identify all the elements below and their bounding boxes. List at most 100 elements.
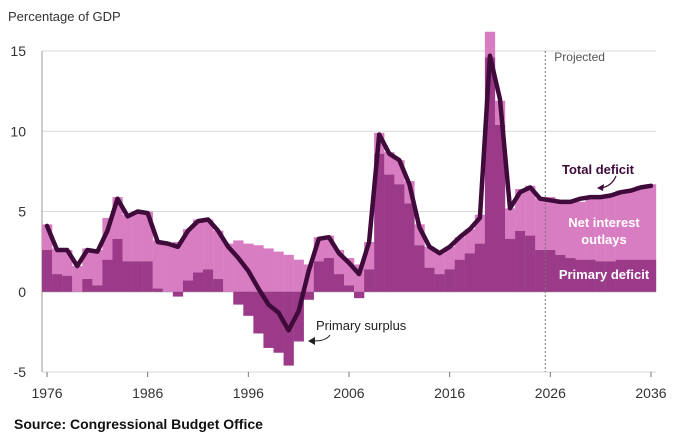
primary-balance-bar — [364, 269, 375, 292]
net-interest-bar — [635, 185, 647, 260]
primary-balance-bar — [384, 174, 395, 292]
net-interest-bar — [102, 217, 113, 260]
primary-balance-bar — [595, 261, 606, 292]
net-interest-bar — [223, 243, 234, 292]
primary-balance-bar — [585, 259, 596, 292]
primary-balance-bar — [444, 269, 455, 292]
primary-balance-bar — [263, 291, 274, 348]
primary-balance-bar — [92, 285, 103, 292]
primary-balance-bar — [454, 259, 465, 292]
net-interest-bar — [605, 195, 616, 262]
primary-balance-bar — [625, 259, 637, 292]
primary-balance-bar — [515, 230, 526, 292]
net-interest-label-line2: outlays — [581, 232, 627, 247]
primary-balance-bar — [434, 274, 445, 292]
net-interest-bar — [364, 241, 375, 270]
primary-balance-bar — [494, 124, 506, 292]
y-axis-label: Percentage of GDP — [8, 9, 121, 24]
net-interest-bar — [162, 243, 174, 292]
primary-balance-bar — [525, 235, 536, 292]
net-interest-bar — [555, 200, 566, 255]
primary-balance-bar — [192, 272, 204, 292]
net-interest-bar — [192, 219, 204, 273]
net-interest-bar — [585, 198, 596, 260]
net-interest-bar — [253, 245, 264, 292]
net-interest-bar — [283, 254, 294, 292]
net-interest-bar — [112, 197, 123, 239]
bars-group — [42, 31, 657, 366]
net-interest-bar — [515, 189, 526, 231]
net-interest-bar — [213, 230, 224, 279]
net-interest-bar — [142, 211, 153, 262]
net-interest-bar — [464, 229, 476, 254]
primary-balance-bar — [82, 278, 93, 292]
primary-balance-bar — [605, 261, 616, 292]
y-tick-label: 15 — [10, 43, 26, 59]
x-tick-label: 1976 — [31, 385, 62, 401]
primary-surplus-label: Primary surplus — [316, 318, 407, 333]
net-interest-bar — [152, 240, 163, 289]
net-interest-bar — [273, 251, 284, 292]
net-interest-label-line1: Net interest — [568, 215, 640, 230]
net-interest-bar — [645, 184, 657, 260]
primary-balance-bar — [635, 259, 647, 292]
net-interest-bar — [323, 235, 335, 259]
net-interest-bar — [394, 160, 405, 185]
primary-balance-bar — [213, 278, 224, 292]
x-tick-label: 1996 — [233, 385, 264, 401]
net-interest-bar — [444, 246, 455, 270]
primary-surplus-arrow — [313, 334, 331, 342]
net-interest-bar — [172, 241, 184, 292]
net-interest-bar — [263, 248, 274, 292]
net-interest-bar — [72, 266, 83, 292]
net-interest-bar — [203, 219, 214, 270]
projected-label: Projected — [554, 50, 605, 64]
net-interest-bar — [625, 189, 637, 260]
net-interest-bar — [545, 197, 556, 251]
total-deficit-label: Total deficit — [562, 162, 635, 177]
primary-balance-bar — [343, 285, 355, 292]
primary-balance-bar — [152, 288, 163, 292]
net-interest-bar — [484, 31, 496, 58]
primary-balance-bar — [172, 291, 184, 297]
primary-balance-bar — [42, 250, 53, 292]
primary-balance-bar — [484, 57, 496, 292]
x-tick-label: 2026 — [535, 385, 566, 401]
net-interest-bar — [293, 259, 304, 292]
primary-balance-bar — [62, 275, 73, 292]
net-interest-bar — [505, 208, 516, 239]
net-interest-bar — [595, 198, 606, 262]
primary-balance-bar — [233, 291, 244, 305]
primary-balance-bar — [464, 253, 476, 292]
net-interest-bar — [132, 211, 143, 262]
y-tick-label: -5 — [14, 364, 27, 380]
primary-balance-bar — [545, 250, 556, 292]
primary-balance-bar — [615, 259, 627, 292]
primary-balance-bar — [132, 261, 143, 292]
total-deficit-arrowhead — [597, 184, 604, 191]
primary-balance-bar — [303, 291, 314, 300]
y-tick-labels: -5 0 5 10 15 — [10, 43, 26, 380]
net-interest-bar — [62, 250, 73, 276]
primary-balance-bar — [474, 243, 486, 292]
primary-deficit-label: Primary deficit — [559, 267, 650, 282]
primary-balance-bar — [243, 291, 254, 316]
net-interest-bar — [313, 237, 325, 262]
net-interest-bar — [575, 201, 586, 260]
net-interest-bar — [42, 224, 53, 251]
primary-surplus-arrowhead — [308, 337, 315, 345]
primary-balance-bar — [394, 184, 405, 292]
primary-balance-bar — [52, 274, 63, 292]
net-interest-bar — [343, 258, 355, 286]
primary-balance-bar — [374, 153, 385, 292]
y-tick-label: 5 — [18, 204, 26, 220]
net-interest-bar — [182, 229, 194, 281]
primary-balance-bar — [555, 254, 566, 292]
net-interest-bar — [333, 250, 345, 275]
primary-balance-bar — [424, 267, 435, 292]
net-interest-bar — [384, 152, 395, 175]
x-tick-label: 2006 — [333, 385, 364, 401]
primary-balance-bar — [535, 250, 546, 292]
x-tick-label: 1986 — [132, 385, 163, 401]
primary-balance-bar — [404, 203, 415, 292]
